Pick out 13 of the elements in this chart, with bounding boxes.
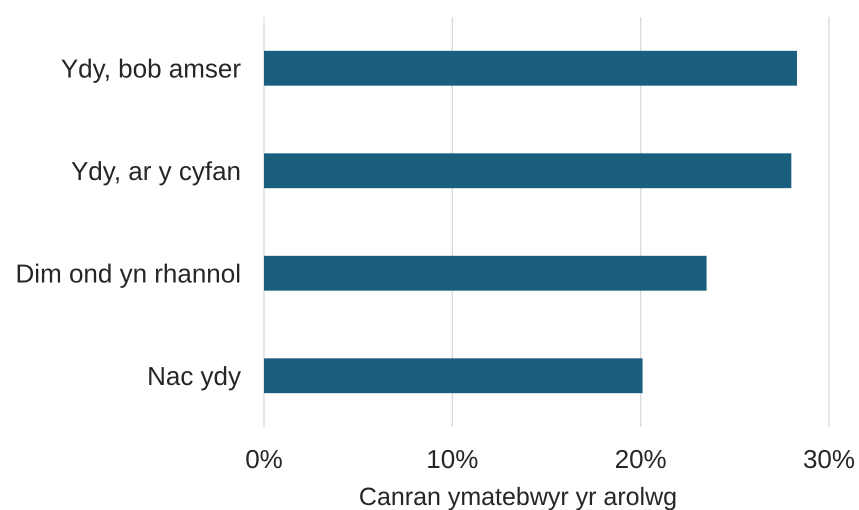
x-axis-title: Canran ymatebwyr yr arolwg: [358, 483, 678, 510]
x-tick-label: 0%: [245, 444, 283, 474]
x-tick-label: 30%: [802, 444, 856, 474]
y-tick-label: Ydy, bob amser: [60, 53, 242, 84]
bar: [264, 153, 792, 188]
bar: [264, 358, 643, 394]
bar: [264, 256, 707, 291]
y-tick-label: Ydy, ar y cyfan: [70, 156, 241, 186]
y-tick-label: Nac ydy: [147, 360, 241, 391]
x-tick-label: 20%: [614, 444, 667, 474]
x-tick-label: 10%: [426, 444, 478, 474]
bar: [264, 50, 797, 86]
y-tick-label: Dim ond yn rhannol: [16, 258, 241, 288]
